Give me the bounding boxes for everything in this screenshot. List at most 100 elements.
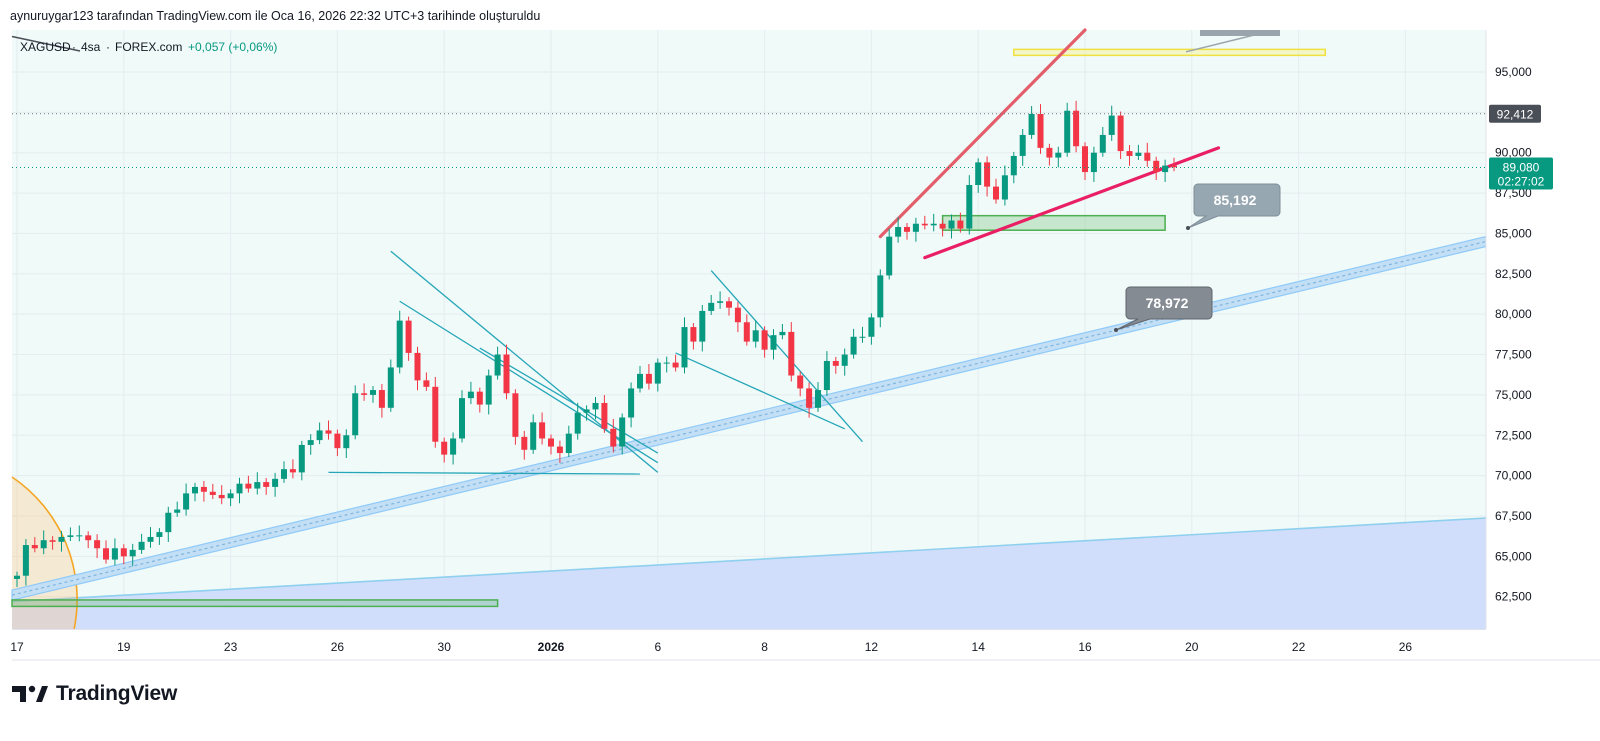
candle-body[interactable] [565, 433, 572, 454]
candle-body[interactable] [67, 535, 74, 537]
candle-body[interactable] [993, 186, 999, 200]
candle-body[interactable] [1055, 152, 1062, 158]
candle-body[interactable] [476, 391, 483, 405]
candle-body[interactable] [1126, 151, 1133, 156]
candle-body[interactable] [1153, 160, 1160, 173]
candle-body[interactable] [868, 317, 875, 337]
candle-body[interactable] [49, 540, 56, 542]
candle-body[interactable] [610, 428, 617, 447]
candle-body[interactable] [352, 393, 359, 436]
pattern-line[interactable] [675, 352, 845, 430]
candle-body[interactable] [521, 436, 528, 450]
candle-body[interactable] [227, 493, 234, 499]
candle-body[interactable] [1162, 165, 1169, 173]
candle-body[interactable] [734, 307, 741, 323]
candle-body[interactable] [619, 417, 626, 447]
candle-body[interactable] [361, 393, 368, 395]
candle-body[interactable] [467, 391, 474, 399]
candle-body[interactable] [548, 438, 554, 447]
candle-body[interactable] [1010, 155, 1017, 176]
candle-body[interactable] [761, 330, 768, 350]
candle-body[interactable] [494, 354, 501, 376]
candle-body[interactable] [58, 536, 65, 542]
wedge-upper-line[interactable] [878, 28, 1087, 239]
candle-body[interactable] [583, 409, 590, 413]
candle-body[interactable] [236, 483, 243, 494]
candle-body[interactable] [245, 483, 252, 489]
candle-body[interactable] [672, 362, 679, 368]
candle-body[interactable] [1028, 113, 1035, 135]
candle-body[interactable] [138, 541, 145, 550]
candle-body[interactable] [886, 236, 893, 276]
candle-body[interactable] [378, 390, 385, 408]
candle-body[interactable] [574, 412, 581, 434]
candle-body[interactable] [165, 512, 172, 533]
candle-body[interactable] [601, 402, 608, 429]
wedge-lower-line[interactable] [923, 146, 1221, 260]
candle-body[interactable] [806, 388, 813, 408]
candle-body[interactable] [441, 441, 448, 455]
candle-body[interactable] [129, 549, 136, 557]
candle-body[interactable] [1073, 110, 1080, 147]
candle-body[interactable] [645, 373, 652, 384]
candle-body[interactable] [690, 327, 697, 342]
candle-body[interactable] [272, 478, 279, 487]
candle-body[interactable] [432, 386, 439, 442]
candle-body[interactable] [370, 390, 376, 395]
candle-body[interactable] [22, 545, 29, 576]
candle-body[interactable] [325, 430, 332, 434]
candle-body[interactable] [1135, 152, 1142, 156]
candle-body[interactable] [1144, 152, 1151, 161]
candle-body[interactable] [1108, 115, 1115, 135]
candle-body[interactable] [103, 548, 109, 560]
candle-body[interactable] [218, 494, 225, 499]
candle-body[interactable] [637, 373, 643, 389]
candle-body[interactable] [1019, 134, 1026, 156]
candle-body[interactable] [1099, 134, 1106, 153]
candle-body[interactable] [405, 320, 412, 353]
candle-body[interactable] [717, 301, 724, 303]
candle-body[interactable] [298, 444, 305, 473]
legend-interval[interactable]: 4sa [81, 40, 101, 54]
candle-body[interactable] [859, 336, 866, 338]
candle-body[interactable] [681, 327, 688, 368]
candle-body[interactable] [1171, 165, 1177, 168]
candle-body[interactable] [192, 486, 198, 494]
candle-body[interactable] [841, 354, 848, 366]
candle-body[interactable] [770, 335, 777, 350]
candle-body[interactable] [1001, 175, 1008, 200]
candle-body[interactable] [957, 220, 964, 229]
candle-body[interactable] [281, 469, 287, 479]
candle-body[interactable] [530, 422, 537, 450]
candle-body[interactable] [539, 422, 546, 439]
candle-body[interactable] [797, 375, 804, 389]
candle-body[interactable] [174, 509, 181, 513]
candle-body[interactable] [850, 336, 857, 355]
candle-body[interactable] [31, 545, 38, 549]
callout-85192-box[interactable] [1187, 183, 1281, 229]
candle-body[interactable] [503, 354, 510, 394]
candle-body[interactable] [556, 446, 563, 454]
candle-body[interactable] [708, 302, 715, 311]
candle-body[interactable] [254, 482, 261, 489]
yellow-zone[interactable] [1013, 48, 1327, 57]
candle-body[interactable] [14, 575, 20, 579]
candle-body[interactable] [726, 301, 732, 308]
green-zone-lower[interactable] [11, 599, 499, 608]
candle-body[interactable] [414, 352, 421, 381]
candle-body[interactable] [94, 540, 101, 549]
candle-body[interactable] [984, 162, 991, 187]
candle-body[interactable] [156, 532, 163, 537]
candle-body[interactable] [423, 380, 430, 387]
candle-body[interactable] [975, 162, 982, 185]
support-trendline[interactable] [11, 516, 1495, 603]
candle-body[interactable] [1046, 147, 1053, 158]
candle-body[interactable] [396, 320, 403, 368]
tradingview-logo[interactable]: TradingView [12, 682, 177, 706]
candle-body[interactable] [752, 330, 759, 342]
candle-body[interactable] [334, 433, 341, 449]
candle-body[interactable] [788, 331, 795, 376]
candle-body[interactable] [895, 226, 902, 237]
candle-body[interactable] [912, 223, 919, 232]
